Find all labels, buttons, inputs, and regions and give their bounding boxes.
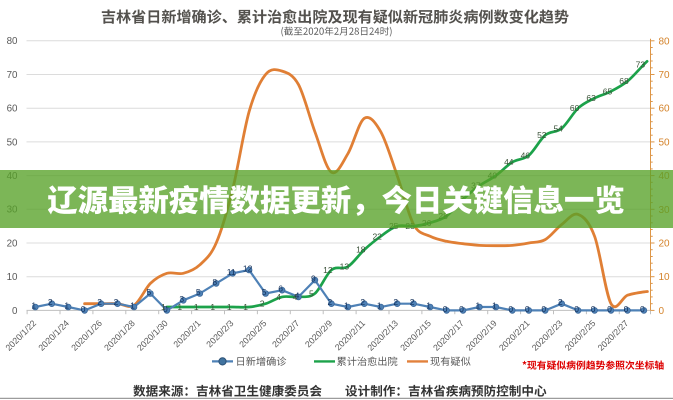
svg-text:1: 1: [227, 302, 232, 312]
svg-text:2: 2: [328, 297, 333, 307]
svg-text:60: 60: [659, 104, 671, 115]
svg-text:22: 22: [372, 231, 382, 241]
svg-text:60: 60: [7, 104, 18, 115]
svg-text:1: 1: [344, 301, 349, 311]
svg-text:0: 0: [607, 304, 612, 314]
svg-text:5: 5: [309, 289, 314, 299]
svg-text:70: 70: [7, 70, 18, 81]
svg-text:0: 0: [659, 306, 665, 317]
svg-text:2: 2: [558, 297, 563, 307]
svg-text:0: 0: [624, 304, 629, 314]
svg-text:11: 11: [227, 267, 236, 277]
svg-text:63: 63: [586, 93, 596, 103]
svg-text:2: 2: [360, 297, 365, 307]
svg-text:6: 6: [278, 284, 283, 294]
svg-text:0: 0: [81, 304, 86, 314]
svg-text:0: 0: [574, 304, 579, 314]
svg-text:5: 5: [147, 287, 152, 297]
svg-text:2: 2: [114, 297, 119, 307]
svg-text:50: 50: [659, 137, 671, 148]
svg-text:54: 54: [553, 123, 563, 133]
svg-text:1: 1: [476, 301, 481, 311]
svg-text:44: 44: [504, 157, 514, 167]
svg-text:0: 0: [508, 304, 513, 314]
svg-text:73: 73: [636, 59, 646, 69]
svg-text:1: 1: [161, 302, 166, 312]
svg-text:18: 18: [356, 245, 366, 255]
svg-text:2: 2: [260, 299, 265, 309]
svg-text:0: 0: [541, 304, 546, 314]
svg-text:1: 1: [492, 301, 497, 311]
svg-text:1: 1: [64, 301, 69, 311]
svg-text:2: 2: [48, 297, 53, 307]
svg-text:52: 52: [537, 130, 547, 140]
svg-text:70: 70: [659, 70, 671, 81]
svg-text:5: 5: [262, 287, 267, 297]
svg-text:2: 2: [97, 297, 102, 307]
svg-text:50: 50: [7, 137, 18, 148]
svg-text:10: 10: [7, 272, 18, 283]
svg-text:80: 80: [7, 36, 18, 47]
svg-text:68: 68: [619, 76, 629, 86]
svg-text:1: 1: [130, 301, 135, 311]
svg-text:1: 1: [177, 302, 182, 312]
svg-text:2: 2: [410, 297, 415, 307]
svg-text:0: 0: [443, 304, 448, 314]
svg-text:4: 4: [293, 292, 298, 302]
svg-text:1: 1: [194, 302, 199, 312]
svg-text:60: 60: [570, 103, 580, 113]
svg-text:0: 0: [525, 304, 530, 314]
svg-text:10: 10: [659, 272, 671, 283]
svg-text:20: 20: [7, 238, 18, 249]
svg-text:5: 5: [196, 287, 201, 297]
svg-text:4: 4: [276, 292, 281, 302]
svg-text:46: 46: [521, 150, 531, 160]
svg-text:1: 1: [31, 301, 36, 311]
svg-text:20: 20: [659, 239, 671, 250]
svg-text:12: 12: [323, 265, 333, 275]
svg-text:1: 1: [426, 301, 431, 311]
svg-text:9: 9: [311, 274, 316, 284]
svg-text:0: 0: [12, 306, 18, 317]
svg-text:0: 0: [163, 304, 168, 314]
svg-text:8: 8: [212, 277, 217, 287]
svg-text:80: 80: [659, 36, 671, 47]
svg-text:1: 1: [210, 302, 215, 312]
svg-text:3: 3: [179, 294, 184, 304]
svg-text:65: 65: [603, 86, 613, 96]
svg-text:2: 2: [393, 297, 398, 307]
svg-text:1: 1: [243, 302, 248, 312]
svg-text:4: 4: [295, 290, 300, 300]
svg-text:0: 0: [640, 304, 645, 314]
svg-text:1: 1: [377, 301, 382, 311]
svg-text:0: 0: [459, 304, 464, 314]
svg-text:0: 0: [591, 304, 596, 314]
svg-text:12: 12: [243, 264, 253, 274]
svg-text:13: 13: [340, 262, 350, 272]
